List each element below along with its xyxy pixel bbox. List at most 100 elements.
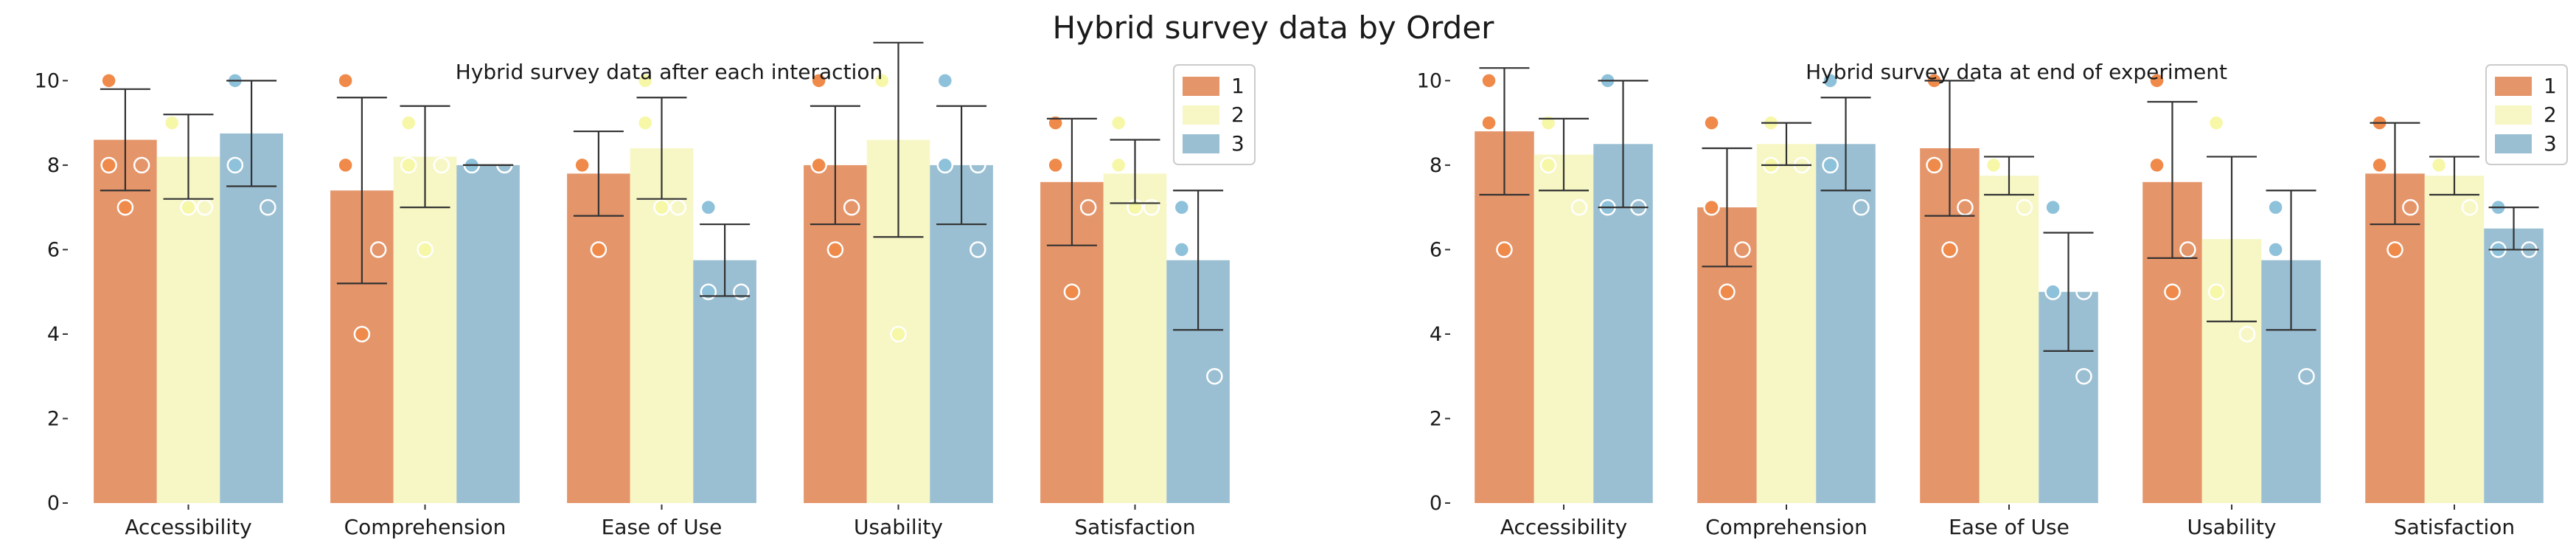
- data-point: [1511, 72, 1528, 89]
- data-point: [733, 283, 750, 300]
- data-point: [1079, 114, 1097, 131]
- data-point: [2164, 283, 2181, 300]
- data-point: [1734, 156, 1751, 174]
- data-point: [100, 72, 117, 89]
- data-point: [1480, 114, 1497, 131]
- data-point: [133, 72, 150, 89]
- data-point: [369, 241, 387, 258]
- data-point: [1539, 114, 1557, 131]
- data-point: [606, 114, 624, 131]
- bar: [1534, 154, 1594, 504]
- data-point: [2371, 156, 2388, 174]
- data-point: [2044, 198, 2061, 216]
- data-point: [843, 198, 860, 216]
- legend-label: 3: [1231, 131, 1245, 156]
- bar: [1756, 144, 1817, 504]
- figure-title: Hybrid survey data by Order: [1053, 10, 1495, 46]
- y-tick-label: 6: [47, 238, 60, 261]
- legend-label: 2: [1231, 103, 1245, 127]
- data-point: [653, 198, 670, 216]
- data-point: [196, 114, 214, 131]
- data-point: [1496, 241, 1513, 258]
- data-point: [590, 241, 608, 258]
- data-point: [163, 114, 181, 131]
- data-point: [2207, 283, 2225, 300]
- data-point: [1143, 198, 1160, 216]
- data-point: [1570, 114, 1588, 131]
- data-point: [226, 156, 244, 174]
- y-tick-label: 4: [47, 323, 60, 346]
- data-point: [353, 325, 371, 343]
- bar: [393, 156, 457, 503]
- x-tick-label: Comprehension: [1705, 515, 1867, 539]
- data-point: [417, 241, 434, 258]
- data-point: [1539, 156, 1557, 174]
- y-tick-label: 10: [35, 69, 60, 92]
- data-point: [1703, 114, 1720, 131]
- data-point: [1926, 156, 1943, 174]
- y-tick-label: 6: [1430, 238, 1442, 261]
- data-point: [2238, 198, 2256, 216]
- data-point: [2238, 325, 2256, 343]
- y-tick-label: 0: [47, 492, 60, 515]
- data-point: [1941, 241, 1958, 258]
- data-point: [369, 114, 387, 131]
- data-point: [1822, 156, 1839, 174]
- data-point: [1047, 156, 1064, 174]
- data-point: [2298, 198, 2315, 216]
- data-point: [906, 72, 924, 89]
- data-point: [1719, 283, 1736, 300]
- data-point: [196, 198, 214, 216]
- data-point: [2387, 241, 2403, 258]
- data-point: [433, 114, 450, 131]
- data-point: [873, 72, 891, 89]
- data-point: [1173, 198, 1191, 216]
- bar: [693, 260, 756, 503]
- chart-title: Hybrid survey data at end of experiment: [1806, 60, 2227, 84]
- chart-panel-2: 0 2 4 6 8 10 Accessibility Comprehension Ease of…: [1417, 60, 2568, 539]
- legend-swatch: [2495, 105, 2532, 125]
- bar: [567, 173, 630, 503]
- data-point: [826, 241, 844, 258]
- legend-swatch: [2495, 134, 2532, 153]
- data-point: [890, 325, 907, 343]
- legend-swatch: [2495, 77, 2532, 96]
- bar: [1979, 176, 2039, 504]
- x-tick-label: Usability: [854, 515, 943, 539]
- data-point: [2016, 198, 2033, 216]
- data-point: [2148, 156, 2165, 174]
- data-point: [700, 198, 717, 216]
- data-point: [2179, 241, 2196, 258]
- data-point: [1079, 198, 1097, 216]
- data-point: [2207, 114, 2225, 131]
- data-point: [906, 114, 924, 131]
- data-point: [1206, 367, 1223, 385]
- data-point: [433, 156, 450, 174]
- x-tick-label: Accessibility: [125, 515, 251, 539]
- bar: [220, 133, 283, 504]
- data-point: [936, 72, 954, 89]
- legend-label: 2: [2544, 103, 2557, 127]
- data-point: [700, 283, 717, 300]
- data-point: [400, 156, 417, 174]
- data-point: [1511, 114, 1528, 131]
- bar: [1816, 144, 1876, 504]
- data-point: [100, 156, 117, 174]
- data-point: [970, 156, 986, 174]
- y-tick-label: 4: [1430, 323, 1442, 346]
- data-point: [574, 156, 591, 174]
- data-point: [2430, 156, 2448, 174]
- data-point: [2298, 367, 2315, 385]
- data-point: [1047, 114, 1064, 131]
- data-point: [2461, 156, 2479, 174]
- bar: [2365, 173, 2425, 503]
- data-point: [2016, 156, 2033, 174]
- legend-swatch: [1183, 134, 1219, 153]
- bar: [2424, 176, 2485, 504]
- data-point: [1110, 114, 1127, 131]
- legend-label: 3: [2544, 131, 2557, 156]
- data-point: [2267, 198, 2284, 216]
- bar: [456, 164, 520, 504]
- data-point: [1957, 198, 1974, 216]
